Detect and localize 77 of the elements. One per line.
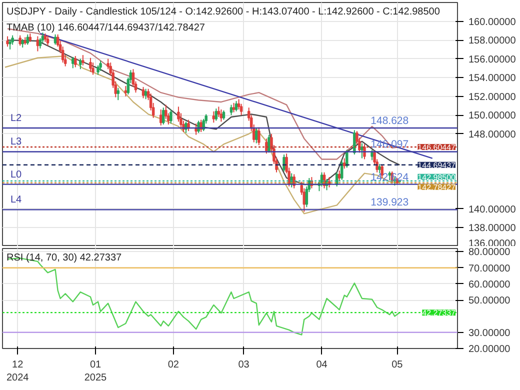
candlestick	[124, 86, 128, 97]
x-tick-label: 01 2025	[84, 360, 108, 384]
candlestick	[11, 34, 14, 46]
candlestick	[142, 86, 145, 99]
candlestick	[255, 128, 258, 144]
ref-line-label: L3	[10, 136, 22, 148]
candlestick	[46, 34, 50, 46]
chart-title: USDJPY - Daily - Candlestick 105/124 - O:142.92600 - H:143.07400 - L:142.92600 - C:142.98500	[6, 6, 440, 18]
candlestick	[230, 104, 233, 116]
candlestick	[220, 108, 223, 122]
candlestick	[212, 110, 216, 124]
y-tick-label: 20.00000	[468, 344, 511, 355]
candlestick	[79, 58, 82, 70]
candlestick	[8, 40, 12, 50]
y-tick-label: 140.00000	[468, 204, 516, 216]
candlestick	[346, 149, 348, 168]
candlestick	[99, 60, 102, 72]
y-tick-label: 156.00000	[468, 54, 516, 66]
candlestick	[72, 56, 74, 69]
ref-line-label: 42.27337	[422, 308, 456, 318]
x-tick-label: 05	[392, 360, 404, 370]
ref-line-label: L4	[10, 194, 22, 206]
x-tick-label: 04	[316, 360, 328, 370]
candlestick	[144, 88, 148, 100]
candlestick	[74, 55, 77, 68]
ref-line-label: 144.69437	[418, 160, 456, 170]
candlestick	[214, 108, 218, 122]
candlestick	[343, 158, 346, 170]
candlestick	[116, 87, 120, 101]
y-tick-label: 158.00000	[468, 36, 516, 47]
candlestick	[234, 100, 238, 112]
y-tick-label: 138.00000	[468, 223, 516, 234]
candlestick	[360, 142, 364, 159]
candlestick	[338, 170, 341, 182]
x-tick-label: 02	[168, 360, 180, 370]
candlestick	[18, 34, 22, 46]
y-tick-label: 148.00000	[468, 129, 516, 140]
candlestick	[6, 36, 9, 48]
y-tick-label: 160.00000	[468, 16, 516, 28]
candlestick	[82, 54, 84, 66]
candlestick	[378, 163, 381, 174]
y-tick-label: 60.00000	[468, 279, 511, 290]
y-tick-label: 150.00000	[468, 110, 516, 122]
candlestick	[89, 57, 92, 72]
candlestick	[222, 110, 226, 120]
ref-line-label: 142.98500	[418, 172, 456, 182]
candlestick	[353, 130, 356, 156]
candlestick	[54, 34, 57, 46]
candlestick	[370, 149, 374, 161]
text: TMAB (10) 146.60447/144.69437/142.78427	[6, 22, 206, 34]
x-tick-label: 03	[238, 360, 250, 370]
candlestick	[258, 126, 260, 146]
candlestick	[170, 108, 172, 124]
candlestick	[217, 106, 220, 118]
candlestick	[159, 108, 162, 126]
ref-line-label: 142.78427	[418, 182, 456, 192]
y-tick-label: 50.00000	[468, 296, 511, 307]
candlestick	[36, 36, 40, 52]
candlestick	[240, 103, 243, 116]
x-tick-label: 12 2024	[6, 360, 30, 384]
candlestick	[162, 107, 165, 125]
y-tick-label: 30.00000	[468, 328, 511, 339]
y-tick-label: 70.00000	[468, 263, 511, 274]
candlestick	[96, 64, 100, 76]
y-tick-label: 154.00000	[468, 73, 516, 84]
y-tick-label: 152.00000	[468, 92, 516, 103]
candlestick	[26, 34, 30, 46]
y-tick-label: 80.00000	[468, 247, 511, 258]
ref-line-label: 146.60447	[418, 142, 456, 152]
ref-line-label: L0	[10, 169, 22, 180]
annotation: 139.923	[370, 196, 409, 209]
candlestick	[187, 119, 190, 132]
candlestick	[202, 118, 205, 132]
candlestick	[232, 102, 236, 113]
ref-line-label: L2	[10, 112, 22, 124]
candlestick	[92, 62, 94, 76]
annotation: 148.628	[370, 114, 409, 127]
